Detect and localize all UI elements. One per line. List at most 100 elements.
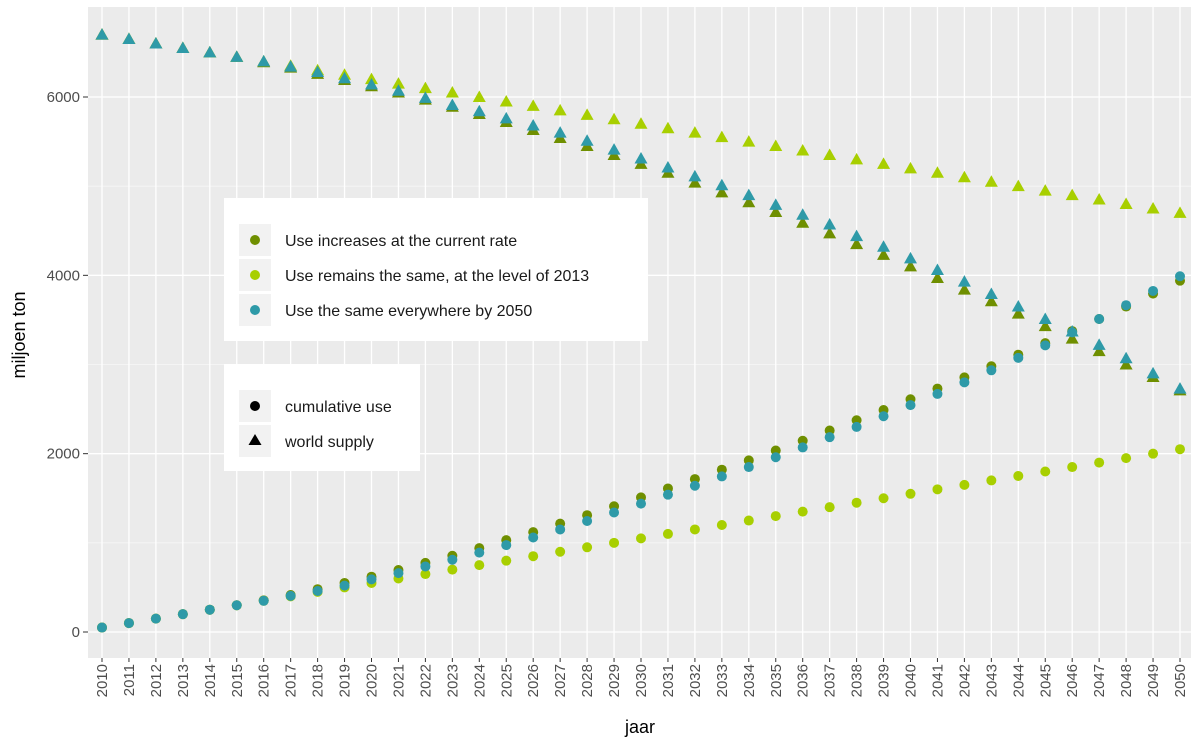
world-supply-point: [499, 94, 513, 107]
world-supply-point: [688, 176, 702, 188]
x-tick-label: 2045: [1037, 664, 1054, 697]
world-supply-point: [742, 135, 756, 147]
x-tick-label: 2037: [822, 664, 839, 697]
data-points: [95, 28, 1187, 633]
cumulative-use-point: [528, 551, 539, 562]
x-tick-label: 2026: [525, 664, 542, 697]
color-legend: Use increases at the current rate Use re…: [224, 198, 648, 341]
cumulative-use-point: [420, 561, 431, 572]
world-supply-point: [769, 139, 783, 152]
cumulative-use-point: [501, 555, 512, 566]
x-tick-label: 2043: [983, 664, 1000, 697]
x-tick-label: 2022: [417, 664, 434, 697]
world-supply-point: [607, 112, 621, 125]
x-tick-label: 2036: [795, 664, 812, 697]
world-supply-point: [391, 84, 405, 96]
cumulative-use-point: [716, 520, 727, 530]
world-supply-point: [311, 65, 325, 78]
x-tick-label: 2042: [956, 664, 973, 697]
world-supply-point: [715, 130, 729, 143]
world-supply-point: [634, 152, 648, 164]
world-supply-point: [1092, 344, 1106, 357]
cumulative-use-point: [393, 568, 404, 579]
color-legend-label: Use remains the same, at the level of 20…: [285, 268, 589, 285]
x-tick-label: 2020: [364, 664, 381, 697]
cumulative-use-point: [285, 590, 296, 601]
world-supply-point: [930, 166, 944, 178]
x-tick-label: 2040: [903, 664, 920, 697]
y-axis: 0 2000 4000 6000: [47, 89, 88, 641]
world-supply-point: [930, 271, 944, 284]
x-tick-label: 2018: [310, 664, 327, 697]
world-supply-point: [1038, 319, 1052, 332]
world-supply-point: [580, 134, 594, 146]
cumulative-use-point: [662, 528, 673, 539]
x-tick-label: 2050: [1172, 664, 1189, 697]
world-supply-point: [418, 91, 432, 103]
y-tick-label: 0: [72, 624, 80, 641]
color-legend-key-series-2: [250, 270, 260, 280]
cumulative-use-point: [1040, 340, 1051, 351]
world-supply-point: [904, 161, 917, 174]
cumulative-use-point: [501, 540, 512, 551]
cumulative-use-point: [797, 506, 808, 517]
world-supply-point: [553, 126, 567, 138]
triangle-shape-icon: [248, 434, 262, 445]
x-tick-label: 2034: [741, 664, 758, 697]
cumulative-use-point: [420, 569, 431, 580]
y-tick-label: 2000: [47, 446, 80, 463]
x-tick-label: 2047: [1091, 664, 1108, 697]
cumulative-use-point: [689, 524, 700, 535]
world-supply-point: [338, 71, 352, 84]
world-supply-point: [1011, 307, 1025, 319]
world-supply-point: [526, 99, 540, 111]
cumulative-use-point: [689, 480, 700, 491]
world-supply-point: [149, 37, 163, 49]
x-tick-label: 2030: [633, 664, 650, 697]
x-tick-label: 2031: [660, 664, 677, 697]
cumulative-use-point: [555, 524, 566, 535]
world-supply-point: [742, 188, 756, 201]
world-supply-point: [850, 237, 864, 250]
cumulative-use-point: [662, 489, 673, 500]
x-tick-label: 2014: [202, 664, 219, 697]
world-supply-point: [1065, 332, 1079, 344]
x-tick-label: 2029: [606, 664, 623, 697]
world-supply-point: [688, 169, 702, 182]
world-supply-point: [742, 195, 756, 208]
cumulative-use-point: [258, 595, 269, 606]
cumulative-use-point: [1013, 352, 1024, 363]
x-tick-label: 2015: [229, 664, 246, 697]
world-supply-point: [391, 77, 405, 89]
world-supply-point: [715, 185, 729, 198]
cumulative-use-point: [97, 622, 107, 633]
world-supply-point: [526, 119, 540, 131]
world-supply-point: [607, 143, 621, 155]
cumulative-use-point: [177, 609, 188, 620]
cumulative-use-point: [905, 400, 916, 411]
x-tick-label: 2033: [714, 664, 731, 697]
world-supply-point: [850, 152, 864, 165]
world-supply-point: [445, 86, 459, 98]
x-tick-label: 2041: [929, 664, 946, 697]
world-supply-point: [203, 45, 217, 58]
world-supply-point: [1038, 312, 1052, 325]
world-supply-point: [1011, 179, 1025, 192]
cumulative-use-point: [1067, 327, 1078, 338]
x-tick-label: 2019: [337, 664, 354, 697]
x-tick-label: 2010: [94, 664, 111, 697]
color-legend-key-series-3: [250, 305, 260, 315]
color-legend-label: Use increases at the current rate: [285, 233, 517, 250]
cumulative-use-point: [150, 613, 161, 624]
world-supply-point: [823, 218, 837, 230]
world-supply-point: [796, 216, 810, 228]
world-supply-point: [284, 60, 298, 72]
cumulative-use-point: [528, 532, 539, 543]
world-supply-point: [418, 81, 432, 94]
x-tick-label: 2027: [552, 664, 569, 697]
cumulative-use-point: [636, 533, 646, 544]
cumulative-use-point: [959, 479, 970, 490]
world-supply-point: [472, 90, 486, 102]
cumulative-use-point: [878, 411, 889, 422]
